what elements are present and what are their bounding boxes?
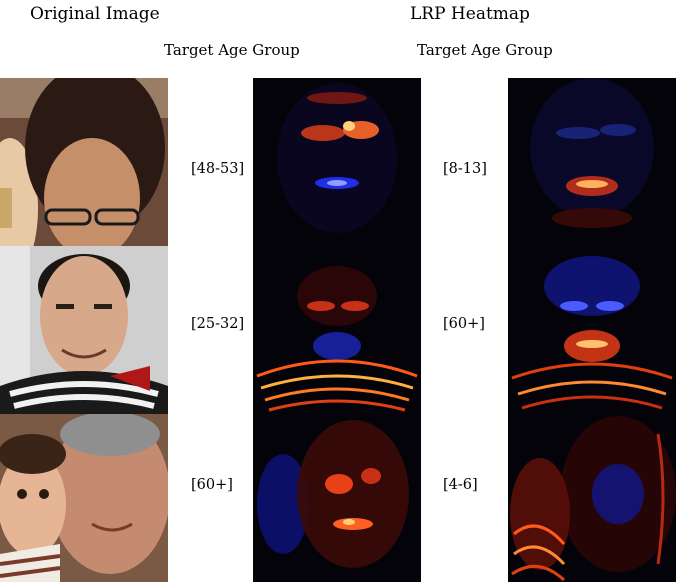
heatmap-row-1-b <box>508 78 676 246</box>
row-1-target-age-a: [48-53] <box>191 161 245 177</box>
row-1-target-age-b: [8-13] <box>443 161 487 177</box>
row-3-target-age-a: [60+] <box>191 477 233 493</box>
row-3-target-age-b: [4-6] <box>443 477 478 493</box>
target-age-group-header-left: Target Age Group <box>164 41 300 59</box>
heatmap-row-1-a <box>253 78 421 246</box>
row-2-target-age-b: [60+] <box>443 316 485 332</box>
target-age-group-header-right: Target Age Group <box>417 41 553 59</box>
row-2-target-age-a: [25-32] <box>191 316 245 332</box>
heatmap-row-3-a <box>253 414 421 582</box>
original-photo-row-3 <box>0 414 168 582</box>
original-photo-row-2 <box>0 246 168 414</box>
original-image-header: Original Image <box>30 4 160 24</box>
lrp-heatmap-header: LRP Heatmap <box>410 4 530 24</box>
heatmap-row-2-b <box>508 246 676 414</box>
original-photo-row-1 <box>0 78 168 246</box>
heatmap-row-2-a <box>253 246 421 414</box>
heatmap-row-3-b <box>508 414 676 582</box>
